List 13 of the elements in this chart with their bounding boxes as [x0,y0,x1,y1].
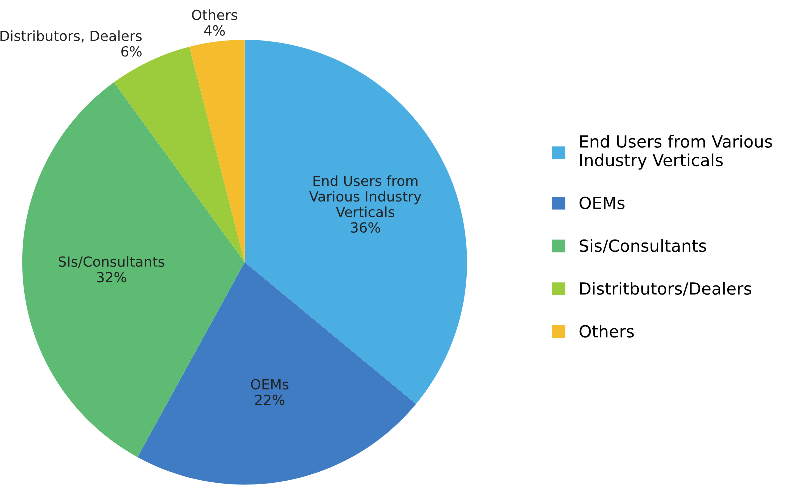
legend-label: Sis/Consultants [580,239,706,254]
legend-label: OEMs [580,196,625,210]
pie-slice [244,40,468,404]
legend-label: Others [580,324,634,338]
data-label: OEMs 22% [251,379,289,406]
pie-slice [22,82,245,458]
legend-label: End Users from Various Industry Verticals [580,135,772,170]
data-label: Distributors, Dealers 6% [0,30,142,57]
data-label: Others 4% [192,10,238,36]
pie-slice [190,40,245,262]
legend-label: Distritbutors/Dealers [580,282,752,296]
data-label: SIs/Consultants 32% [59,256,165,283]
data-label: End Users from Various Industry Verticals 36% [309,176,422,233]
